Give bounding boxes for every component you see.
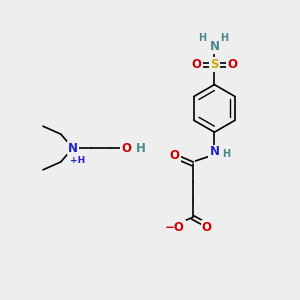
Text: −O: −O	[165, 221, 185, 234]
Text: H: H	[220, 33, 228, 43]
Text: S: S	[210, 58, 219, 71]
Text: H: H	[198, 33, 207, 43]
Text: O: O	[170, 149, 180, 162]
Text: H: H	[136, 142, 146, 154]
Text: N: N	[209, 40, 219, 53]
Text: N: N	[209, 146, 219, 158]
Text: H: H	[222, 149, 230, 159]
Text: +H: +H	[70, 156, 85, 165]
Text: O: O	[227, 58, 237, 71]
Text: N: N	[68, 142, 78, 154]
Text: O: O	[202, 221, 212, 234]
Text: O: O	[121, 142, 131, 154]
Text: O: O	[192, 58, 202, 71]
